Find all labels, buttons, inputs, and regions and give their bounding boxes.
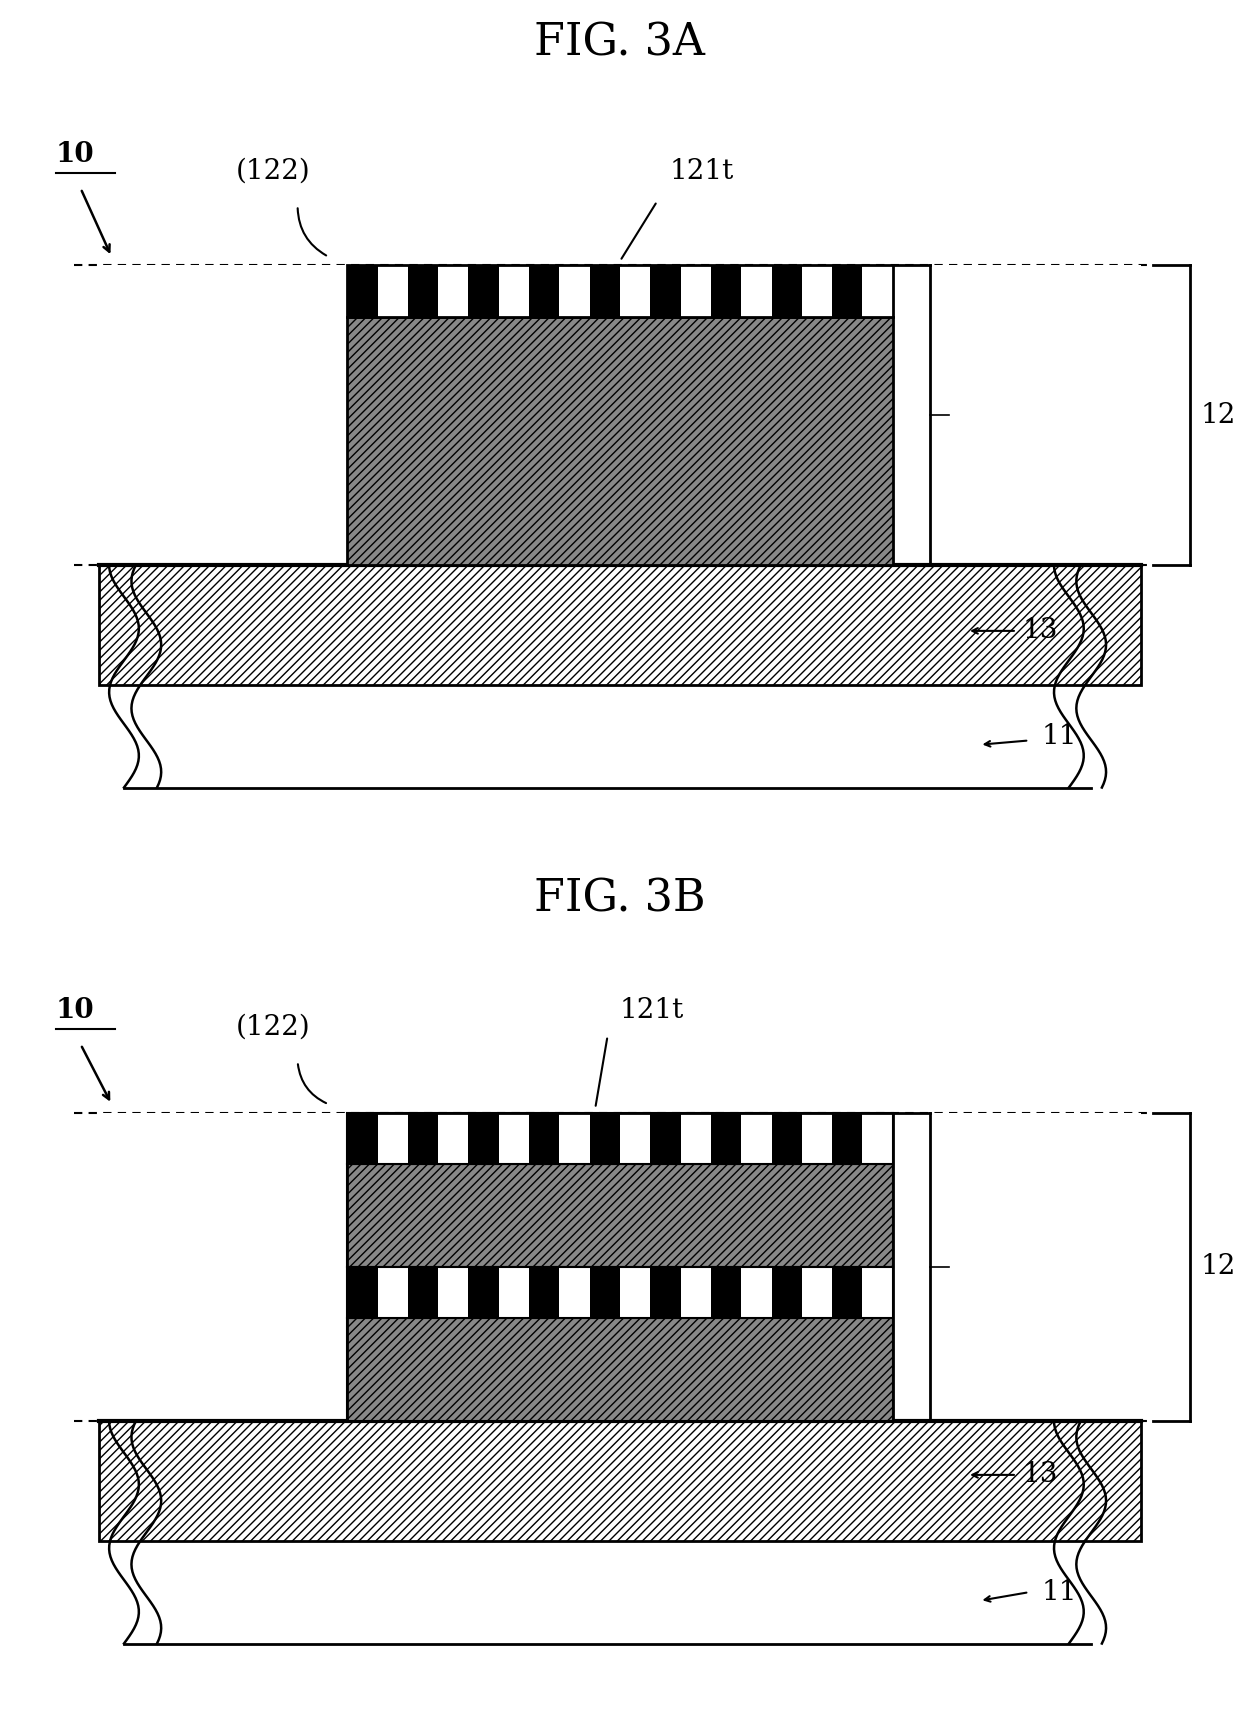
Text: (122): (122) (236, 1014, 310, 1041)
Polygon shape (124, 1541, 1091, 1644)
Text: 10: 10 (56, 140, 94, 168)
Text: 121t: 121t (670, 158, 734, 185)
Text: (122): (122) (236, 158, 310, 185)
Polygon shape (529, 1267, 559, 1318)
Polygon shape (99, 1113, 347, 1421)
Text: FIG. 3A: FIG. 3A (534, 21, 706, 65)
Polygon shape (469, 1267, 498, 1318)
Polygon shape (529, 265, 559, 317)
Polygon shape (590, 265, 620, 317)
Polygon shape (930, 1113, 1141, 1421)
Polygon shape (771, 1113, 802, 1164)
Polygon shape (408, 1267, 438, 1318)
Text: 11: 11 (1042, 1578, 1078, 1606)
Text: 12: 12 (1200, 402, 1236, 428)
Text: FIG. 3B: FIG. 3B (534, 877, 706, 921)
Text: 10: 10 (56, 996, 94, 1024)
Polygon shape (832, 1267, 863, 1318)
Text: 121t: 121t (620, 996, 684, 1024)
Polygon shape (347, 1318, 893, 1421)
Polygon shape (650, 1113, 681, 1164)
Polygon shape (832, 1113, 863, 1164)
Text: d: d (187, 399, 210, 431)
Polygon shape (347, 1267, 377, 1318)
Polygon shape (771, 265, 802, 317)
Polygon shape (930, 265, 1141, 565)
Text: 121: 121 (955, 402, 1008, 428)
Polygon shape (650, 1267, 681, 1318)
Polygon shape (347, 1113, 893, 1164)
Text: 11: 11 (1042, 722, 1078, 750)
Polygon shape (347, 265, 893, 317)
Polygon shape (469, 1113, 498, 1164)
Polygon shape (469, 265, 498, 317)
Text: 121: 121 (955, 1253, 1008, 1281)
Polygon shape (99, 265, 347, 565)
Polygon shape (408, 1113, 438, 1164)
Polygon shape (347, 1113, 377, 1164)
Polygon shape (124, 685, 1091, 788)
Polygon shape (711, 1267, 742, 1318)
Polygon shape (590, 1113, 620, 1164)
Polygon shape (99, 1421, 1141, 1541)
Polygon shape (832, 265, 863, 317)
Polygon shape (650, 265, 681, 317)
Text: 12: 12 (1200, 1253, 1236, 1281)
Polygon shape (711, 265, 742, 317)
Polygon shape (99, 565, 1141, 685)
Polygon shape (771, 1267, 802, 1318)
Polygon shape (711, 1113, 742, 1164)
Polygon shape (347, 1267, 893, 1318)
Polygon shape (529, 1113, 559, 1164)
Polygon shape (590, 1267, 620, 1318)
Text: 13: 13 (1023, 618, 1059, 644)
Polygon shape (408, 265, 438, 317)
Polygon shape (347, 317, 893, 565)
Text: 13: 13 (1023, 1462, 1059, 1488)
Polygon shape (347, 265, 377, 317)
Text: d: d (187, 1251, 210, 1282)
Polygon shape (347, 1164, 893, 1267)
